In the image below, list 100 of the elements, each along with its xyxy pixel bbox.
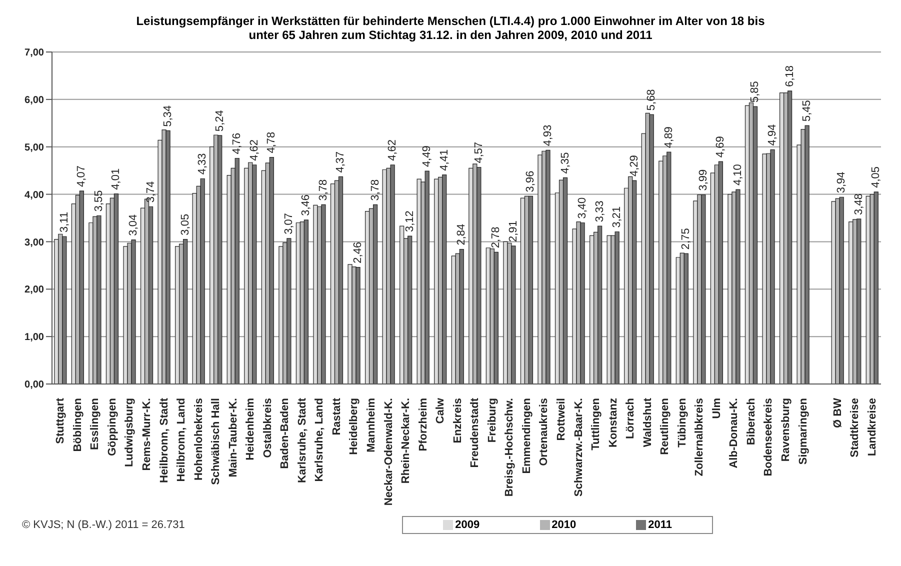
x-tick-label: Göppingen	[106, 398, 118, 456]
bar	[338, 176, 344, 384]
bar	[183, 239, 188, 384]
bar	[546, 150, 550, 384]
x-tick-label: Ostalbkreis	[262, 398, 274, 458]
x-tick-label: Freudenstadt	[469, 398, 482, 468]
x-tick-label: Tübingen	[676, 398, 688, 448]
data-label: 3,07	[282, 212, 295, 234]
x-tick-label: Emmendingen	[520, 398, 533, 474]
bar	[166, 130, 170, 384]
bar	[649, 114, 654, 384]
bar	[114, 194, 119, 384]
y-tick-label: 0,00	[24, 380, 44, 391]
x-tick-label: Schwäbisch Hall	[210, 398, 222, 485]
data-label: 5,34	[162, 105, 174, 127]
x-tick-label: Ludwigsburg	[124, 398, 136, 468]
data-label: 3,48	[852, 194, 865, 215]
data-label: 4,57	[472, 142, 485, 164]
x-tick-label: Rhein-Neckar-K.	[400, 398, 412, 484]
bar	[356, 267, 360, 384]
bar	[459, 249, 464, 384]
bar	[321, 204, 326, 384]
chart-title: Leistungsempfänger in Werkstätten für behinderte Menschen (LTI.4.4) pro 1.000 Einwohner im Alter von 18 bis unter 65 Jahren zum Stichtag 31.12. in den Jahren 2009, 2010 und 2011	[135, 13, 766, 42]
x-tick-label: Tuttlingen	[590, 398, 602, 450]
legend-label: 2011	[647, 519, 672, 531]
data-label: 4,62	[248, 139, 260, 161]
y-tick-label: 5,00	[24, 142, 44, 154]
data-label: 3,78	[369, 179, 382, 201]
legend-label: 2010	[550, 519, 576, 531]
data-label: 4,94	[766, 124, 779, 146]
data-label: 2,91	[507, 220, 520, 242]
data-label: 4,33	[196, 153, 209, 175]
bar	[580, 222, 585, 384]
data-label: 5,45	[801, 100, 814, 122]
y-tick-label: 3,00	[24, 237, 44, 248]
x-tick-label: Baden-Baden	[279, 398, 292, 469]
y-tick-label: 1,00	[24, 332, 44, 344]
data-label: 5,85	[749, 81, 762, 103]
y-tick-label: 2,00	[24, 284, 44, 296]
data-label: 3,40	[576, 197, 589, 219]
bar	[666, 152, 672, 384]
data-label: 4,69	[714, 136, 727, 158]
x-tick-label: Stadtkreise	[849, 398, 862, 458]
bar	[528, 196, 534, 384]
data-label: 3,74	[144, 181, 157, 203]
x-tick-label: Main-Tauber-K.	[227, 398, 240, 478]
data-label: 4,76	[231, 132, 244, 154]
bar	[752, 106, 758, 384]
data-label: 3,12	[404, 210, 416, 232]
data-label: 4,78	[266, 132, 278, 154]
bar	[770, 149, 775, 384]
data-label: 5,68	[646, 89, 658, 111]
data-label: 2,75	[680, 228, 692, 250]
x-tick-label: Heilbronn, Stadt	[158, 398, 170, 483]
data-label: 4,35	[559, 152, 572, 174]
y-tick-label: 4,00	[24, 190, 44, 201]
data-label: 3,04	[128, 214, 140, 236]
data-label: 4,93	[542, 124, 554, 146]
y-tick-label: 6,00	[24, 94, 44, 106]
data-label: 4,05	[870, 166, 882, 188]
data-label: 3,33	[594, 200, 606, 222]
bar	[476, 166, 482, 384]
x-tick-label: Karlsruhe, Land	[314, 398, 326, 482]
x-tick-label: Bodenseekreis	[762, 398, 775, 476]
bar	[839, 196, 844, 384]
x-tick-label: Konstanz	[607, 398, 620, 448]
data-label: 3,55	[92, 190, 105, 212]
bar	[424, 170, 430, 384]
data-label: 4,10	[732, 164, 744, 186]
x-tick-label: Breisg.-Hochschw.	[504, 398, 516, 497]
x-tick-label: Heidelberg	[348, 398, 360, 455]
bar	[408, 236, 412, 384]
x-tick-label: Ravensburg	[780, 398, 792, 462]
bar	[598, 226, 602, 384]
bar	[787, 90, 792, 384]
bar	[269, 156, 274, 384]
bar	[856, 218, 862, 384]
data-label: 4,29	[628, 155, 640, 177]
x-tick-label: Ulm	[710, 398, 723, 419]
data-label: 2,46	[352, 242, 364, 264]
data-label: 3,96	[524, 170, 537, 192]
data-label: 3,99	[697, 169, 710, 191]
data-label: 4,37	[334, 151, 347, 173]
x-tick-label: Reutlingen	[659, 398, 672, 455]
bar	[562, 177, 568, 384]
data-label: 4,01	[110, 168, 122, 190]
x-tick-label: Stuttgart	[54, 398, 67, 444]
x-tick-label: Enzkreis	[452, 398, 464, 444]
data-label: 4,89	[662, 126, 675, 148]
x-tick-label: Mannheim	[366, 398, 378, 452]
bar	[390, 164, 395, 384]
x-tick-label: Pforzheim	[417, 398, 430, 452]
x-tick-label: Neckar-Odenwald-K.	[382, 398, 395, 506]
data-label: 6,18	[784, 65, 796, 87]
data-label: 3,21	[611, 206, 624, 228]
x-tick-label: Waldshut	[642, 398, 654, 448]
bar	[874, 192, 878, 384]
bar	[62, 236, 67, 384]
legend-label: 2009	[454, 519, 480, 531]
x-tick-label: Landkreise	[866, 398, 878, 456]
